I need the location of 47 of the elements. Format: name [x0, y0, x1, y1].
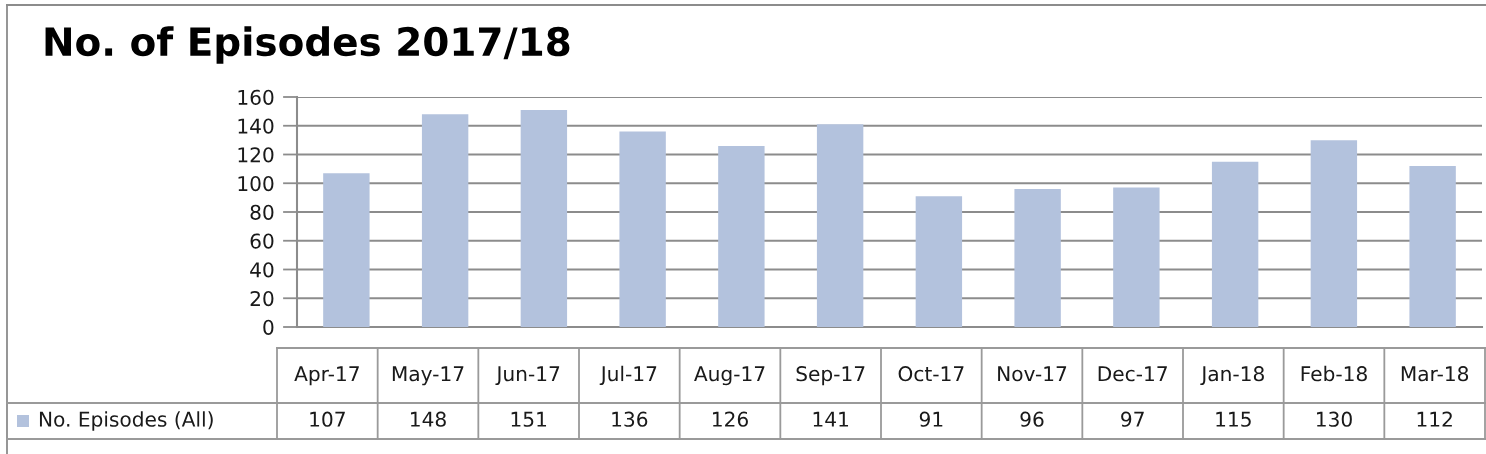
- data-label: 151: [511, 411, 547, 427]
- bar: [1409, 166, 1456, 327]
- y-tick-label: 80: [250, 204, 274, 220]
- data-label: 126: [712, 411, 748, 427]
- x-tick-label: Oct-17: [898, 366, 964, 382]
- bar: [520, 109, 568, 327]
- y-tick-label: 20: [250, 290, 274, 307]
- x-tick-label: Mar-18: [1401, 366, 1469, 382]
- x-tick-label: Sep-17: [796, 366, 865, 386]
- data-label: 148: [410, 411, 446, 427]
- bar: [1211, 161, 1259, 327]
- data-label: 107: [310, 411, 345, 427]
- data-label: 112: [1417, 411, 1452, 427]
- y-tick-label: 40: [250, 262, 274, 278]
- x-tick-label: Jun-17: [495, 366, 560, 386]
- bar: [1014, 189, 1061, 327]
- data-label: 136: [612, 411, 648, 427]
- y-tick-label: 100: [238, 175, 274, 192]
- y-tick-label: 140: [238, 118, 274, 134]
- bar: [915, 196, 963, 327]
- y-tick-label: 120: [238, 147, 274, 163]
- data-label: 97: [1121, 411, 1144, 427]
- x-tick-label: Jan-18: [1200, 366, 1264, 386]
- data-label: 130: [1316, 411, 1352, 427]
- x-tick-label: Apr-17: [294, 366, 359, 386]
- data-label: 96: [1020, 411, 1044, 427]
- y-tick-label: 160: [238, 89, 274, 105]
- x-tick-label: May-17: [392, 366, 464, 386]
- data-label: 91: [919, 411, 943, 427]
- x-tick-label: Dec-17: [1098, 366, 1167, 382]
- bar: [1310, 140, 1358, 327]
- chart-title: No. of Episodes 2017/18: [45, 26, 570, 64]
- x-tick-label: Feb-18: [1301, 365, 1367, 382]
- legend-label: No. Episodes (All): [39, 411, 213, 431]
- bar: [1113, 187, 1160, 327]
- bar: [718, 145, 765, 327]
- bar: [816, 124, 864, 327]
- data-label: 115: [1216, 411, 1251, 427]
- y-tick-label: 60: [250, 233, 274, 249]
- y-tick-label: 0: [263, 319, 274, 335]
- bar: [619, 131, 666, 327]
- x-tick-label: Aug-17: [694, 366, 765, 386]
- bar: [323, 173, 370, 327]
- data-label: 141: [813, 411, 849, 427]
- bar: [421, 114, 469, 327]
- x-tick-label: Nov-17: [998, 366, 1067, 382]
- x-tick-label: Jul-17: [599, 365, 657, 386]
